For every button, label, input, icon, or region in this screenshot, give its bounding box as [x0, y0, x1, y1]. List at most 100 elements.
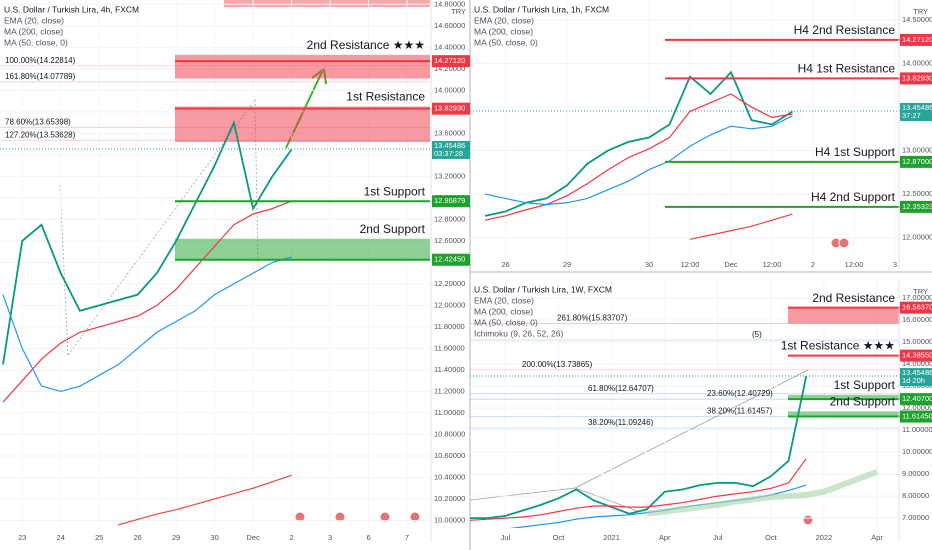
y-tick-label: 11.00000	[434, 408, 465, 417]
chart-title: U.S. Dollar / Turkish Lira, 4h, FXCM	[4, 4, 139, 14]
y-tick-label: 10.20000	[434, 494, 465, 503]
y-tick-label: 10.00000	[434, 515, 465, 524]
x-tick-label: 26	[501, 260, 509, 269]
y-tick-label: 13.00000	[902, 146, 932, 155]
level-box	[432, 195, 470, 208]
fib-label: 261.80%(15.83707)	[557, 314, 628, 323]
x-tick-label: 26	[133, 533, 141, 542]
level-box	[432, 253, 470, 266]
level-box	[900, 200, 932, 213]
x-tick-label: 24	[57, 533, 65, 542]
x-tick-label: 12:00	[845, 260, 864, 269]
level-label: 2nd Support	[830, 395, 896, 409]
level-zone	[175, 238, 430, 261]
fib-label: 23.60%(12.40729)	[707, 389, 773, 398]
legend-entry: EMA (20, close)	[474, 15, 534, 25]
price-line	[484, 70, 793, 217]
level-box	[432, 102, 470, 115]
x-tick-label: 2	[811, 260, 815, 269]
y-tick-label: 14.00000	[434, 85, 465, 94]
fib-label: 78.60%(13.65398)	[5, 118, 71, 127]
level-label: H4 1st Resistance	[798, 62, 896, 76]
x-tick-label: Dec	[724, 260, 738, 269]
x-tick-label: Dec	[246, 533, 260, 542]
x-tick-label: 30	[645, 260, 653, 269]
plot-area	[470, 280, 900, 528]
y-tick-label: 10.00000	[902, 447, 932, 456]
legend-entry: MA (200, close)	[474, 26, 533, 36]
level-zone	[175, 106, 430, 142]
level-zone	[788, 394, 900, 400]
indicator-line	[470, 458, 807, 521]
countdown: 37:27	[902, 111, 921, 120]
y-tick-label: 14.00000	[902, 59, 932, 68]
event-flags	[294, 237, 850, 526]
fib-label: 127.20%(13.53628)	[5, 130, 76, 139]
y-tick-label: 15.00000	[902, 337, 932, 346]
chart-title: U.S. Dollar / Turkish Lira, 1W, FXCM	[474, 284, 612, 294]
level-zone	[175, 54, 430, 79]
y-tick-label: 14.40000	[434, 42, 465, 51]
y-tick-label: 16.00000	[902, 315, 932, 324]
plot-area	[470, 0, 900, 255]
x-tick-label: Jul	[713, 533, 723, 542]
currency-label: TRY	[913, 287, 928, 296]
y-tick-label: 12.20000	[434, 279, 465, 288]
zone-top	[224, 0, 430, 7]
y-tick-label: 12.00000	[434, 300, 465, 309]
level-label: 2nd Support	[360, 222, 426, 236]
current-value: 13.45486	[902, 103, 932, 112]
legend-entry: Ichimoku (9, 26, 52, 26)	[474, 328, 563, 338]
y-tick-label: 12.50000	[902, 189, 932, 198]
y-tick-label: 11.80000	[434, 322, 465, 331]
x-tick-label: 3	[893, 260, 897, 269]
event-flag	[379, 511, 391, 523]
event-flag	[838, 237, 850, 249]
countdown: 1d 20h	[902, 376, 925, 385]
x-tick-label: 29	[563, 260, 571, 269]
y-tick-label: 14.60000	[434, 21, 465, 30]
level-zone	[788, 411, 900, 417]
price-line	[2, 119, 293, 365]
legend-entry: EMA (20, close)	[474, 295, 534, 305]
current-box	[900, 102, 932, 121]
y-tick-label: 13.20000	[434, 171, 465, 180]
x-tick-label: Apr	[871, 533, 883, 542]
legend-entry: MA (50, close, 0)	[474, 37, 538, 47]
event-flag	[294, 511, 306, 523]
y-tick-label: 10.60000	[434, 451, 465, 460]
level-label: H4 2nd Support	[811, 190, 896, 204]
level-label: 1st Support	[364, 184, 426, 198]
y-tick-label: 8.00000	[902, 491, 929, 500]
x-tick-label: 30	[210, 533, 218, 542]
legend-entry: EMA (20, close)	[4, 15, 64, 25]
event-flag	[409, 511, 421, 523]
indicator-line	[484, 93, 793, 221]
y-tick-label: 11.20000	[434, 386, 465, 395]
y-tick-label: 14.00000	[902, 359, 932, 368]
level-box	[900, 33, 932, 46]
x-tick-label: 2	[289, 533, 293, 542]
level-value: 14.27120	[902, 35, 932, 44]
level-box	[900, 393, 932, 406]
event-flag	[334, 511, 346, 523]
x-tick-label: 29	[172, 533, 180, 542]
x-tick-label: 2022	[816, 533, 833, 542]
current-box	[900, 368, 932, 387]
fib-label: 100.00%(14.22814)	[5, 56, 76, 65]
indicator-line	[689, 213, 793, 240]
level-box	[900, 410, 932, 423]
currency-label: TRY	[451, 7, 466, 16]
legend-entry: MA (200, close)	[474, 306, 533, 316]
price-line	[470, 375, 808, 519]
y-tick-label: 10.80000	[434, 429, 465, 438]
y-tick-label: 12.80000	[434, 214, 465, 223]
x-tick-label: 2021	[603, 533, 620, 542]
event-flag	[802, 514, 814, 526]
x-tick-label: 7	[405, 533, 409, 542]
fib-label: 200.00%(13.73865)	[522, 360, 593, 369]
level-label: 2nd Resistance	[812, 291, 895, 305]
x-tick-label: Apr	[659, 533, 671, 542]
